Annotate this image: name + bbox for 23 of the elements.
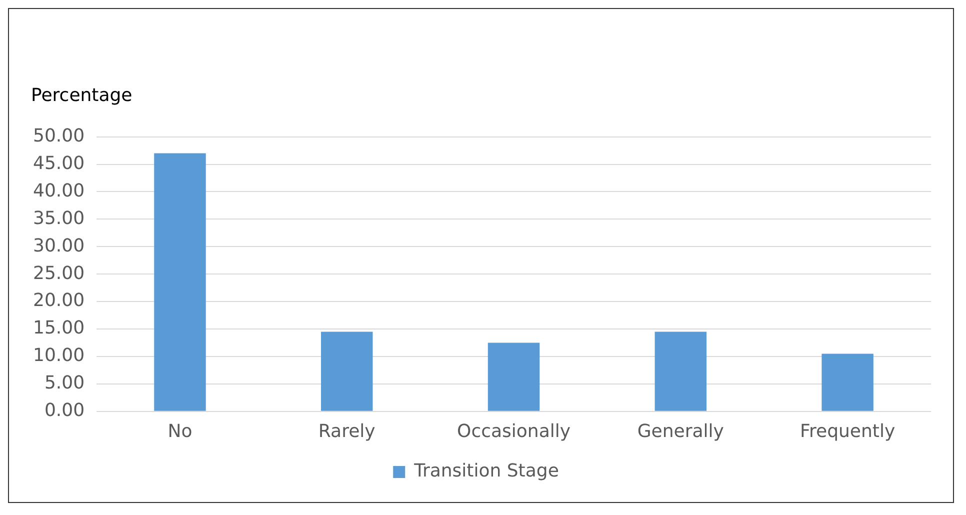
y-tick-label: 35.00 <box>33 208 85 229</box>
y-tick-label: 20.00 <box>33 290 85 312</box>
legend-label: Transition Stage <box>413 460 559 482</box>
y-tick-label: 50.00 <box>33 125 85 146</box>
bar <box>321 332 373 411</box>
bar <box>154 153 206 411</box>
y-axis-title: Percentage <box>31 85 132 106</box>
y-tick-label: 25.00 <box>33 262 85 284</box>
y-tick-label: 30.00 <box>33 235 85 256</box>
bar <box>488 342 540 411</box>
y-tick-label: 40.00 <box>33 180 85 202</box>
x-tick-label: Occasionally <box>457 420 571 442</box>
y-tick-label: 5.00 <box>44 372 85 394</box>
x-tick-label: Generally <box>637 420 724 442</box>
x-tick-label: Frequently <box>800 420 896 442</box>
x-tick-label: Rarely <box>318 420 376 442</box>
y-tick-label: 0.00 <box>44 400 85 422</box>
bar <box>654 332 707 411</box>
y-tick-label: 15.00 <box>33 318 85 339</box>
y-tick-label: 10.00 <box>33 345 85 366</box>
bar <box>822 354 874 411</box>
x-tick-label: No <box>168 420 192 442</box>
y-tick-label: 45.00 <box>33 152 85 174</box>
